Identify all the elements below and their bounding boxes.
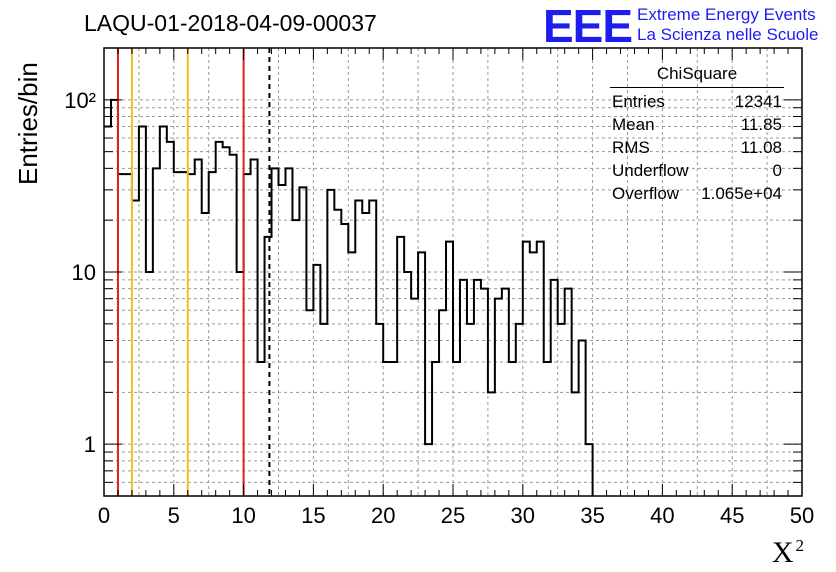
stats-label: Entries — [612, 92, 665, 111]
eee-logo: EEE — [543, 0, 633, 52]
stats-value: 1.065e+04 — [701, 184, 782, 203]
x-tick-label: 0 — [98, 503, 110, 528]
stats-label: Underflow — [612, 161, 689, 180]
y-tick-label: 1 — [84, 432, 96, 457]
stats-row: Overflow 1.065e+04 — [612, 184, 782, 207]
x-tick-label: 25 — [441, 503, 465, 528]
stats-row: Entries 12341 — [612, 92, 782, 115]
x-tick-label: 40 — [650, 503, 674, 528]
x-tick-label: 45 — [720, 503, 744, 528]
histogram-outline — [104, 98, 594, 496]
x-tick-label: 35 — [580, 503, 604, 528]
stats-row: RMS 11.08 — [612, 138, 782, 161]
x-tick-label: 15 — [301, 503, 325, 528]
stats-value: 12341 — [734, 92, 782, 111]
stats-label: RMS — [612, 138, 650, 157]
stats-row: Underflow 0 — [612, 161, 782, 184]
x-axis-label-superscript: 2 — [795, 536, 805, 555]
stats-row: Mean 11.85 — [612, 115, 782, 138]
stats-header: ChiSquare — [610, 64, 784, 88]
x-axis-label-text: X — [771, 536, 794, 569]
stats-value: 11.08 — [740, 138, 782, 157]
stats-label: Overflow — [612, 184, 680, 203]
x-tick-label: 30 — [511, 503, 535, 528]
stats-label: Mean — [612, 115, 655, 134]
x-tick-label: 5 — [168, 503, 180, 528]
x-tick-label: 10 — [231, 503, 255, 528]
y-tick-label: 10 — [72, 260, 96, 285]
logo-line1: Extreme Energy Events — [637, 5, 816, 24]
y-tick-label: 10² — [64, 88, 96, 113]
stats-value: 0 — [772, 161, 782, 180]
plot-title: LAQU-01-2018-04-09-00037 — [84, 10, 377, 36]
x-tick-label: 20 — [371, 503, 395, 528]
x-tick-label: 50 — [790, 503, 814, 528]
stats-box: ChiSquare Entries 12341 Mean 11.85 RMS 11.0… — [610, 64, 784, 207]
logo-line2: La Scienza nelle Scuole — [637, 25, 819, 44]
stats-value: 11.85 — [740, 115, 782, 134]
